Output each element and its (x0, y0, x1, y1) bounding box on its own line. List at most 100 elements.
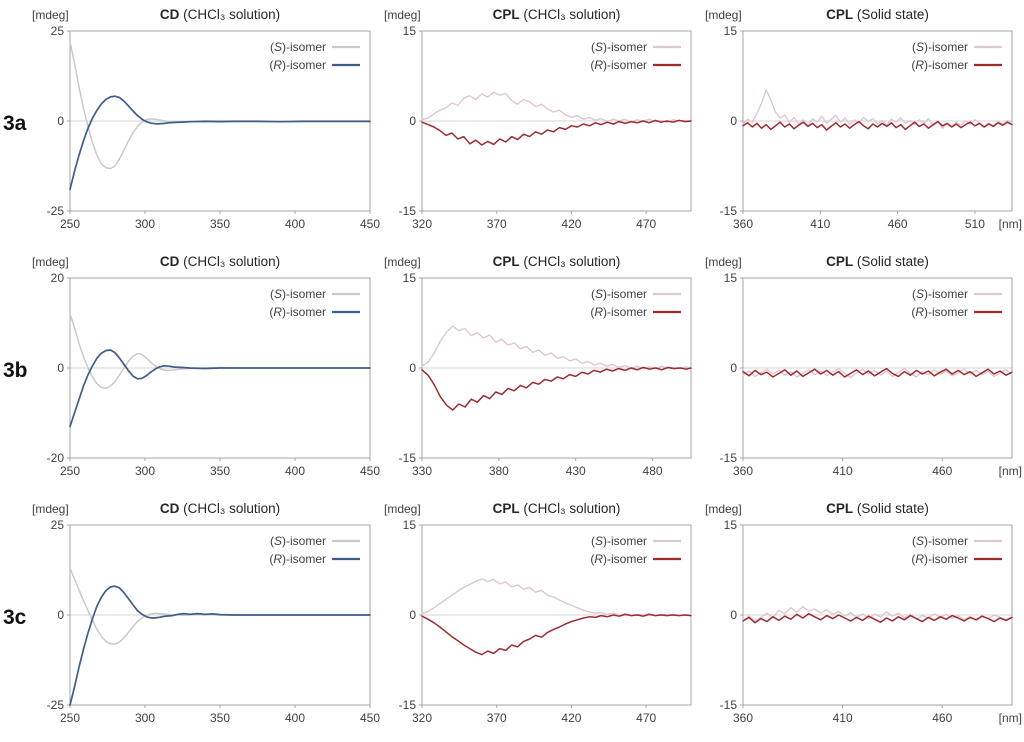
y-tick-label: 0 (409, 608, 416, 622)
x-tick-label: 300 (135, 217, 155, 231)
y-axis-unit: [mdeg] (705, 8, 742, 22)
legend-label: (S)-isomer (270, 40, 326, 54)
chart-title: CPL (Solid state) (826, 7, 929, 22)
y-axis-unit: [mdeg] (705, 255, 742, 269)
series-r-line (742, 367, 1013, 378)
series-r-line (421, 613, 692, 656)
x-tick-label: 410 (833, 464, 853, 478)
x-tick-label: 350 (210, 711, 230, 725)
chart-cd-3c: CD (CHCl₃ solution) [mdeg] 25 0 -25 250 300 350… (30, 499, 382, 737)
chart-cpl-solution-3b: CPL (CHCl₃ solution) [mdeg] 15 0 -15 330 380 43… (382, 252, 703, 490)
chart-cd-3b: CD (CHCl₃ solution) [mdeg] 20 0 -20 250 300 350… (30, 252, 382, 490)
x-tick-label: 250 (60, 217, 80, 231)
legend-label: (R)-isomer (269, 552, 326, 566)
x-tick-label: 400 (285, 711, 305, 725)
y-tick-label: 0 (730, 608, 737, 622)
y-tick-label: 0 (730, 361, 737, 375)
legend-label: (R)-isomer (911, 58, 968, 72)
x-tick-label: 360 (733, 711, 753, 725)
x-tick-label: 350 (210, 217, 230, 231)
y-tick-label: -15 (720, 451, 738, 465)
x-tick-label: 370 (487, 711, 507, 725)
x-tick-label: 320 (412, 217, 432, 231)
y-tick-label: -15 (720, 204, 738, 218)
x-tick-label: 410 (810, 217, 830, 231)
chart-cd-3a: CD (CHCl₃ solution) [mdeg] 25 0 -25 250 300 350… (30, 5, 382, 243)
y-tick-label: -15 (399, 451, 417, 465)
series-s-line (742, 89, 1013, 129)
x-tick-label: 420 (561, 217, 581, 231)
legend-label: (S)-isomer (591, 40, 647, 54)
x-tick-label: 480 (643, 464, 663, 478)
x-tick-label: 360 (733, 464, 753, 478)
row-label-3b: 3b (3, 358, 28, 382)
y-tick-label: 15 (403, 518, 417, 532)
x-tick-label: 470 (636, 711, 656, 725)
y-tick-label: -15 (399, 204, 417, 218)
y-tick-label: 25 (51, 24, 65, 38)
x-axis-unit: [nm] (999, 464, 1022, 478)
y-tick-label: 15 (403, 271, 417, 285)
legend-label: (S)-isomer (270, 534, 326, 548)
series-r-line (421, 366, 692, 411)
x-tick-label: 380 (489, 464, 509, 478)
x-tick-label: 430 (566, 464, 586, 478)
chart-cpl-solid-3b: CPL (Solid state) [mdeg] 15 0 -15 360 410 460 [n… (703, 252, 1024, 490)
y-tick-label: 0 (57, 361, 64, 375)
y-tick-label: 0 (57, 114, 64, 128)
chart-title: CPL (CHCl₃ solution) (493, 501, 621, 516)
x-tick-label: 330 (412, 464, 432, 478)
x-tick-label: 400 (285, 217, 305, 231)
chart-title: CPL (CHCl₃ solution) (493, 254, 621, 269)
series-r-line (421, 119, 692, 146)
y-tick-label: 20 (51, 271, 65, 285)
legend-label: (S)-isomer (912, 534, 968, 548)
x-tick-label: 450 (360, 464, 380, 478)
series-s-line (69, 567, 371, 645)
chart-title: CD (CHCl₃ solution) (160, 501, 280, 516)
chart-title: CPL (Solid state) (826, 501, 929, 516)
x-tick-label: 410 (833, 711, 853, 725)
x-tick-label: 300 (135, 711, 155, 725)
x-tick-label: 460 (932, 711, 952, 725)
legend-label: (S)-isomer (591, 287, 647, 301)
y-axis-unit: [mdeg] (384, 502, 421, 516)
y-tick-label: 15 (724, 24, 738, 38)
x-tick-label: 250 (60, 711, 80, 725)
y-tick-label: 15 (724, 271, 738, 285)
x-tick-label: 450 (360, 711, 380, 725)
y-axis-unit: [mdeg] (384, 8, 421, 22)
row-label-3a: 3a (3, 111, 27, 135)
y-tick-label: 0 (57, 608, 64, 622)
x-tick-label: 510 (965, 217, 985, 231)
y-axis-unit: [mdeg] (32, 8, 69, 22)
y-axis-unit: [mdeg] (32, 255, 69, 269)
chart-title: CD (CHCl₃ solution) (160, 254, 280, 269)
chart-title: CPL (CHCl₃ solution) (493, 7, 621, 22)
x-tick-label: 370 (487, 217, 507, 231)
x-tick-label: 420 (561, 711, 581, 725)
series-r-line (742, 120, 1013, 131)
legend-label: (R)-isomer (269, 58, 326, 72)
y-tick-label: -25 (47, 698, 65, 712)
y-tick-label: 0 (730, 114, 737, 128)
x-tick-label: 300 (135, 464, 155, 478)
x-tick-label: 350 (210, 464, 230, 478)
x-tick-label: 360 (733, 217, 753, 231)
legend-label: (S)-isomer (270, 287, 326, 301)
series-r-line (69, 349, 371, 428)
legend-label: (S)-isomer (912, 287, 968, 301)
x-axis-unit: [nm] (999, 711, 1022, 725)
y-tick-label: 15 (724, 518, 738, 532)
legend-label: (R)-isomer (590, 305, 647, 319)
